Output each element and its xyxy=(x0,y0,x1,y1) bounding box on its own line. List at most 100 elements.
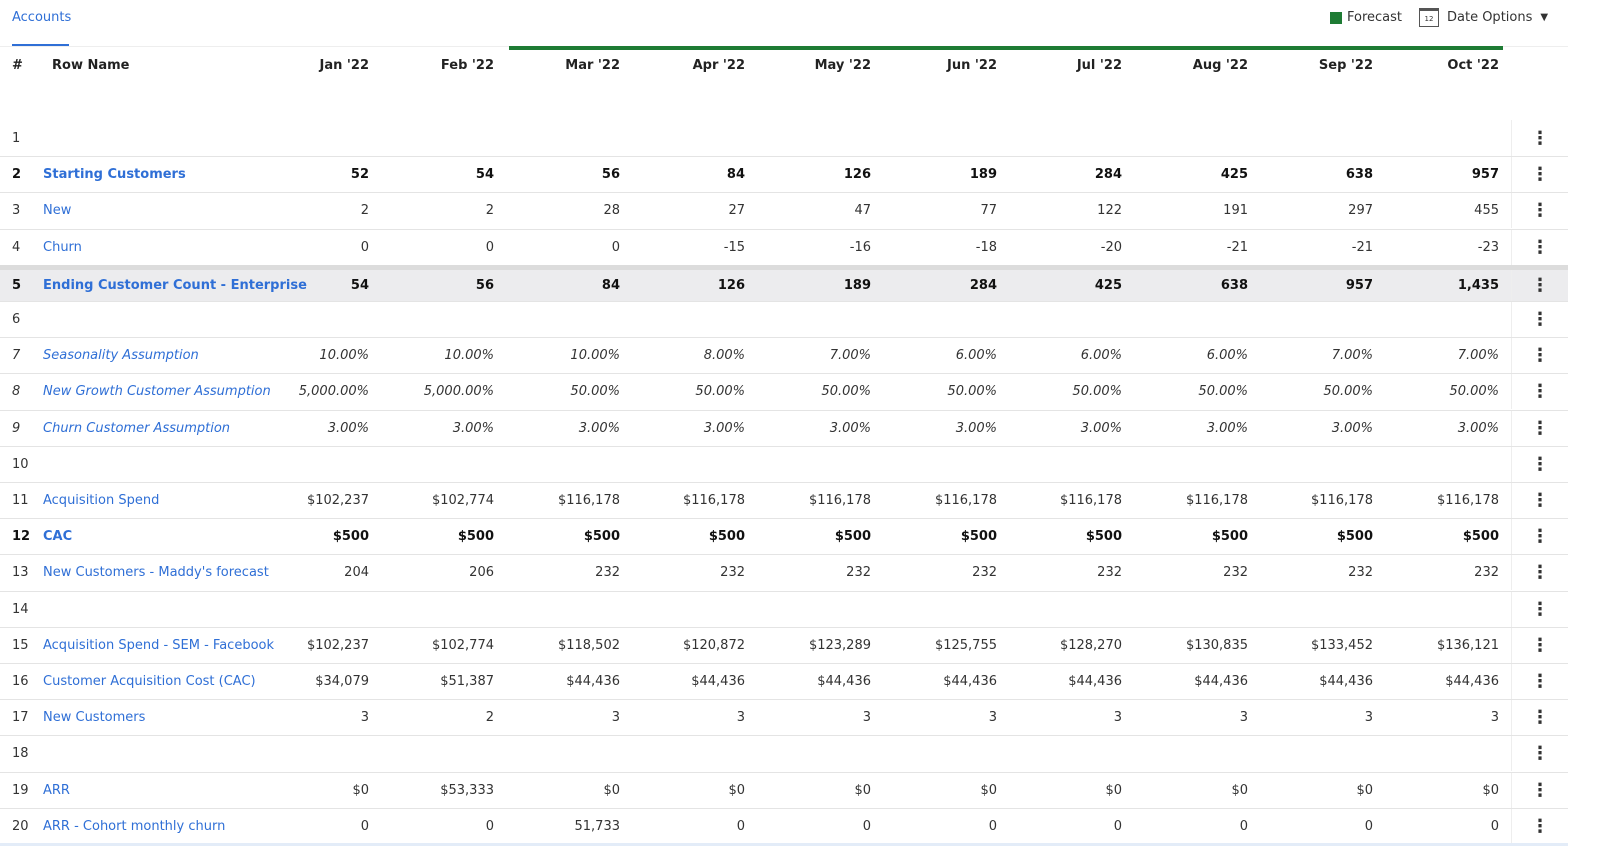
cell-value[interactable] xyxy=(374,447,494,482)
row-menu-icon[interactable]: ⋮ xyxy=(1511,120,1568,156)
cell-value[interactable] xyxy=(1128,120,1248,156)
cell-value[interactable]: 3.00% xyxy=(327,420,369,436)
cell-value[interactable] xyxy=(877,120,997,156)
column-header-month[interactable]: Jul '22 xyxy=(1076,58,1122,73)
row-name[interactable]: ARR - Cohort monthly churn xyxy=(43,818,226,834)
row-menu-icon[interactable]: ⋮ xyxy=(1511,302,1568,337)
cell-value[interactable]: $133,452 xyxy=(1310,637,1373,653)
row-name[interactable]: Churn xyxy=(43,239,82,255)
cell-value[interactable]: $500 xyxy=(583,529,620,545)
cell-value[interactable] xyxy=(1253,120,1373,156)
cell-value[interactable] xyxy=(1002,592,1122,627)
cell-value[interactable]: $500 xyxy=(1085,529,1122,545)
cell-value[interactable] xyxy=(751,447,871,482)
cell-value[interactable]: $0 xyxy=(1482,782,1499,798)
cell-value[interactable]: $44,436 xyxy=(1194,674,1248,689)
cell-value[interactable] xyxy=(751,302,871,337)
cell-value[interactable] xyxy=(249,447,369,482)
row-menu-icon[interactable]: ⋮ xyxy=(1511,446,1568,482)
cell-value[interactable]: 6.00% xyxy=(1080,348,1122,364)
row-name[interactable]: New Customers - Maddy's forecast xyxy=(43,565,269,581)
cell-value[interactable]: -21 xyxy=(1226,239,1248,255)
cell-value[interactable] xyxy=(1253,592,1373,627)
cell-value[interactable]: $51,387 xyxy=(440,674,494,689)
cell-value[interactable]: 50.00% xyxy=(1323,384,1373,400)
horizontal-scrollbar[interactable] xyxy=(0,843,1568,846)
row-name[interactable]: Customer Acquisition Cost (CAC) xyxy=(43,674,256,689)
cell-value[interactable]: $116,178 xyxy=(557,493,620,508)
column-header-month[interactable]: Mar '22 xyxy=(565,58,620,73)
cell-value[interactable]: 7.00% xyxy=(829,348,871,364)
cell-value[interactable]: $116,178 xyxy=(934,493,997,508)
cell-value[interactable]: 0 xyxy=(988,818,997,834)
cell-value[interactable] xyxy=(625,447,745,482)
cell-value[interactable]: 425 xyxy=(1220,167,1248,183)
cell-value[interactable] xyxy=(374,592,494,627)
row-name[interactable]: CAC xyxy=(43,529,73,545)
cell-value[interactable]: -20 xyxy=(1100,239,1122,255)
cell-value[interactable]: $53,333 xyxy=(440,782,494,798)
cell-value[interactable]: 232 xyxy=(972,565,997,581)
cell-value[interactable]: $116,178 xyxy=(1436,493,1499,508)
cell-value[interactable]: 7.00% xyxy=(1457,348,1499,364)
cell-value[interactable]: 3.00% xyxy=(578,420,620,436)
cell-value[interactable]: 10.00% xyxy=(444,348,494,364)
cell-value[interactable]: 0 xyxy=(1239,818,1248,834)
cell-value[interactable] xyxy=(625,592,745,627)
tab-accounts[interactable]: Accounts xyxy=(12,10,72,25)
column-header-month[interactable]: Aug '22 xyxy=(1192,58,1248,73)
cell-value[interactable]: 232 xyxy=(846,565,871,581)
cell-value[interactable]: 10.00% xyxy=(570,348,620,364)
cell-value[interactable]: 50.00% xyxy=(1198,384,1248,400)
cell-value[interactable]: $500 xyxy=(1211,529,1248,545)
cell-value[interactable] xyxy=(1379,120,1499,156)
cell-value[interactable]: 0 xyxy=(736,818,745,834)
cell-value[interactable]: $123,289 xyxy=(808,637,871,653)
row-name[interactable]: Acquisition Spend - SEM - Facebook xyxy=(43,637,275,653)
cell-value[interactable] xyxy=(500,592,620,627)
cell-value[interactable] xyxy=(1379,302,1499,337)
cell-value[interactable]: 126 xyxy=(843,167,871,183)
cell-value[interactable]: -15 xyxy=(723,239,745,255)
cell-value[interactable] xyxy=(249,120,369,156)
cell-value[interactable]: $136,121 xyxy=(1436,637,1499,653)
cell-value[interactable]: 50.00% xyxy=(1072,384,1122,400)
cell-value[interactable] xyxy=(500,447,620,482)
cell-value[interactable]: 84 xyxy=(726,167,745,183)
row-menu-icon[interactable]: ⋮ xyxy=(1511,555,1568,591)
cell-value[interactable]: 2 xyxy=(360,203,369,219)
cell-value[interactable]: 3 xyxy=(1239,710,1248,726)
cell-value[interactable]: $0 xyxy=(980,782,997,798)
cell-value[interactable]: 0 xyxy=(1490,818,1499,834)
cell-value[interactable]: 5,000.00% xyxy=(423,384,494,400)
cell-value[interactable]: -23 xyxy=(1477,239,1499,255)
cell-value[interactable]: 0 xyxy=(862,818,871,834)
cell-value[interactable] xyxy=(1002,120,1122,156)
cell-value[interactable]: $116,178 xyxy=(682,493,745,508)
cell-value[interactable]: 50.00% xyxy=(821,384,871,400)
cell-value[interactable]: $0 xyxy=(352,782,369,798)
cell-value[interactable]: 54 xyxy=(350,277,369,293)
cell-value[interactable] xyxy=(877,736,997,771)
row-name[interactable]: Ending Customer Count - Enterprise xyxy=(43,277,307,293)
cell-value[interactable]: 27 xyxy=(728,203,745,219)
cell-value[interactable]: 0 xyxy=(485,239,494,255)
cell-value[interactable]: 6.00% xyxy=(955,348,997,364)
cell-value[interactable] xyxy=(625,736,745,771)
cell-value[interactable] xyxy=(1128,447,1248,482)
cell-value[interactable]: 0 xyxy=(1113,818,1122,834)
column-header-month[interactable]: Oct '22 xyxy=(1447,58,1499,73)
cell-value[interactable]: 50.00% xyxy=(695,384,745,400)
row-menu-icon[interactable]: ⋮ xyxy=(1511,772,1568,808)
cell-value[interactable]: 0 xyxy=(1364,818,1373,834)
cell-value[interactable]: 28 xyxy=(603,203,620,219)
row-menu-icon[interactable]: ⋮ xyxy=(1511,664,1568,699)
cell-value[interactable] xyxy=(877,447,997,482)
cell-value[interactable]: 3 xyxy=(736,710,745,726)
cell-value[interactable] xyxy=(249,302,369,337)
cell-value[interactable] xyxy=(1128,592,1248,627)
cell-value[interactable] xyxy=(751,592,871,627)
cell-value[interactable]: 284 xyxy=(969,277,997,293)
cell-value[interactable]: 8.00% xyxy=(703,348,745,364)
cell-value[interactable]: 3 xyxy=(360,710,369,726)
